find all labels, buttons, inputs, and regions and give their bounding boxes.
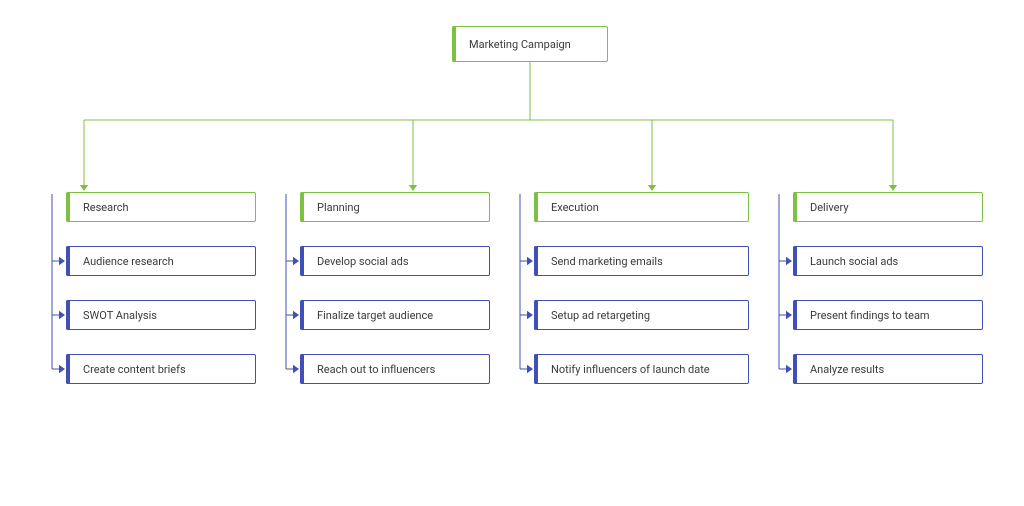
task-delivery-2: Analyze results <box>793 354 983 384</box>
phase-research: Research <box>66 192 256 222</box>
root-node-label: Marketing Campaign <box>469 38 571 51</box>
task-planning-2: Reach out to influencers <box>300 354 490 384</box>
task-research-2-label: Create content briefs <box>83 363 186 376</box>
phase-execution: Execution <box>534 192 749 222</box>
task-execution-1: Setup ad retargeting <box>534 300 749 330</box>
task-delivery-0: Launch social ads <box>793 246 983 276</box>
phase-delivery-label: Delivery <box>810 201 849 214</box>
task-execution-0: Send marketing emails <box>534 246 749 276</box>
phase-delivery: Delivery <box>793 192 983 222</box>
phase-planning-label: Planning <box>317 201 360 214</box>
phase-execution-label: Execution <box>551 201 599 214</box>
task-planning-1: Finalize target audience <box>300 300 490 330</box>
task-research-1-label: SWOT Analysis <box>83 309 157 322</box>
task-execution-2: Notify influencers of launch date <box>534 354 749 384</box>
task-planning-1-label: Finalize target audience <box>317 309 433 322</box>
task-research-0: Audience research <box>66 246 256 276</box>
task-research-2: Create content briefs <box>66 354 256 384</box>
tree-diagram: Marketing Campaign Research Audience resea… <box>0 0 1024 506</box>
task-planning-2-label: Reach out to influencers <box>317 363 435 376</box>
task-delivery-0-label: Launch social ads <box>810 255 898 268</box>
phase-research-label: Research <box>83 201 129 214</box>
task-delivery-1: Present findings to team <box>793 300 983 330</box>
task-research-0-label: Audience research <box>83 255 174 268</box>
task-execution-0-label: Send marketing emails <box>551 255 663 268</box>
task-execution-2-label: Notify influencers of launch date <box>551 363 710 376</box>
task-research-1: SWOT Analysis <box>66 300 256 330</box>
root-node: Marketing Campaign <box>452 26 608 62</box>
task-planning-0: Develop social ads <box>300 246 490 276</box>
phase-planning: Planning <box>300 192 490 222</box>
task-planning-0-label: Develop social ads <box>317 255 409 268</box>
task-delivery-1-label: Present findings to team <box>810 309 930 322</box>
task-delivery-2-label: Analyze results <box>810 363 884 376</box>
task-execution-1-label: Setup ad retargeting <box>551 309 650 322</box>
